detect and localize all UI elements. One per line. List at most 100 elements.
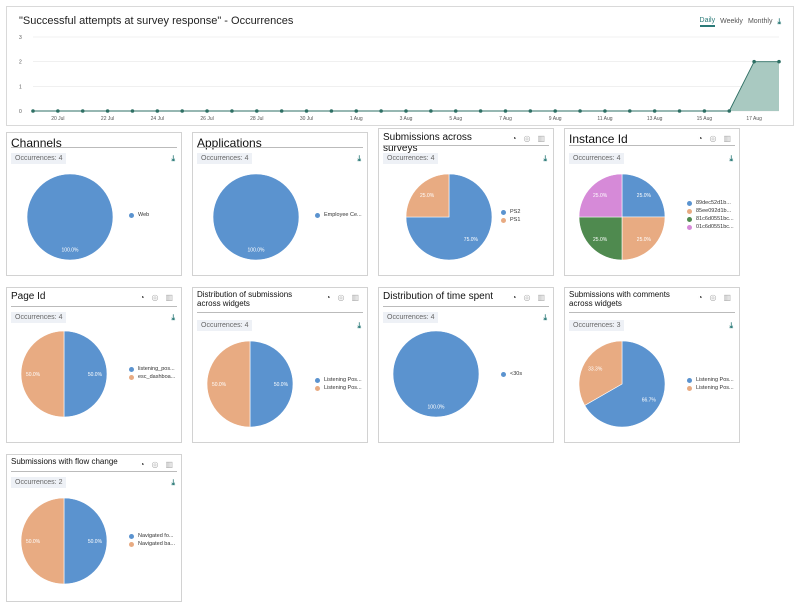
data-point[interactable] (354, 109, 359, 113)
pie-slice[interactable] (212, 173, 300, 261)
data-point[interactable] (105, 109, 110, 113)
bar-chart-icon[interactable]: ▥ (165, 460, 173, 469)
pie-slice[interactable] (206, 340, 251, 428)
legend-item[interactable]: PS2 (501, 208, 520, 216)
data-point[interactable] (279, 109, 284, 113)
data-point[interactable] (652, 109, 657, 113)
legend-item[interactable]: 01c6d0551bc... (687, 223, 734, 231)
legend-item[interactable]: esc_dashboa... (129, 373, 175, 381)
pie-slice[interactable] (578, 216, 623, 261)
pie-slice[interactable] (405, 173, 493, 261)
tab-monthly[interactable]: Monthly (747, 18, 773, 25)
data-point[interactable] (677, 109, 682, 113)
donut-chart-icon[interactable]: ◎ (151, 460, 159, 469)
legend-item[interactable]: <30s (501, 370, 522, 378)
pie-chart-icon[interactable]: ◔ (139, 460, 145, 469)
pie-slice[interactable] (63, 330, 108, 418)
data-point[interactable] (31, 109, 35, 113)
download-icon[interactable]: ⤓ (543, 313, 547, 322)
data-point[interactable] (230, 109, 234, 113)
legend-item[interactable]: 89dec52d1b... (687, 199, 734, 207)
data-point[interactable] (404, 109, 408, 113)
legend-item[interactable]: listening_pos... (129, 365, 175, 373)
data-point[interactable] (503, 109, 508, 113)
data-point[interactable] (603, 109, 607, 113)
tab-weekly[interactable]: Weekly (720, 18, 743, 25)
pie-slice[interactable] (20, 330, 65, 418)
pie-slice[interactable] (621, 173, 666, 218)
data-point[interactable] (727, 109, 732, 113)
tab-daily[interactable]: Daily (699, 17, 716, 27)
legend-item[interactable]: Employee Ce... (315, 211, 362, 219)
pie-chart-icon[interactable]: ◔ (697, 293, 703, 302)
data-point[interactable] (429, 109, 433, 113)
download-icon[interactable]: ⤓ (171, 154, 175, 163)
bar-chart-icon[interactable]: ▥ (165, 293, 173, 302)
download-icon[interactable]: ⤓ (171, 478, 175, 487)
data-point[interactable] (777, 59, 781, 64)
download-icon[interactable]: ⤓ (171, 313, 175, 322)
pie-slice[interactable] (63, 497, 108, 585)
pie-chart-icon[interactable]: ◔ (139, 293, 145, 302)
legend-item[interactable]: 81c6d0551bc... (687, 215, 734, 223)
pie-slice[interactable] (578, 340, 623, 406)
pie-slice[interactable] (578, 173, 623, 218)
legend-item[interactable]: Listening Pos... (687, 376, 734, 384)
pie-chart-icon[interactable]: ◔ (511, 134, 517, 143)
donut-chart-icon[interactable]: ◎ (709, 134, 717, 143)
legend-item[interactable]: Web (129, 211, 149, 219)
legend-item[interactable]: Listening Pos... (315, 376, 362, 384)
pie-slice[interactable] (249, 340, 294, 428)
data-point[interactable] (304, 109, 309, 113)
legend-item[interactable]: Navigated ba... (129, 540, 175, 548)
pie-slice[interactable] (584, 340, 666, 428)
legend-item[interactable]: PS1 (501, 216, 520, 224)
data-point[interactable] (453, 109, 458, 113)
download-icon[interactable]: ⤓ (357, 154, 361, 163)
pie-slice[interactable] (392, 330, 480, 418)
donut-chart-icon[interactable]: ◎ (337, 293, 345, 302)
data-point[interactable] (379, 109, 383, 113)
bar-chart-icon[interactable]: ▥ (537, 293, 545, 302)
data-point[interactable] (255, 109, 259, 113)
data-point[interactable] (180, 109, 184, 113)
donut-chart-icon[interactable]: ◎ (523, 293, 531, 302)
donut-chart-icon[interactable]: ◎ (709, 293, 717, 302)
data-point[interactable] (578, 109, 582, 113)
data-point[interactable] (752, 59, 756, 64)
bar-chart-icon[interactable]: ▥ (723, 293, 731, 302)
legend-item[interactable]: Navigated fo... (129, 532, 175, 540)
pie-chart-icon[interactable]: ◔ (697, 134, 703, 143)
data-point[interactable] (528, 109, 533, 113)
download-icon[interactable]: ⤓ (543, 154, 547, 163)
pie-slice[interactable] (405, 173, 450, 218)
legend-item[interactable]: Listening Pos... (687, 384, 734, 392)
data-point[interactable] (56, 109, 60, 113)
data-point[interactable] (130, 109, 135, 113)
data-point[interactable] (702, 109, 707, 113)
data-point[interactable] (553, 109, 557, 113)
pie-slice[interactable] (20, 497, 65, 585)
pie-chart-icon[interactable]: ◔ (511, 293, 517, 302)
bar-chart-icon[interactable]: ▥ (537, 134, 545, 143)
data-point[interactable] (80, 109, 85, 113)
pie-slice[interactable] (621, 216, 666, 261)
data-point[interactable] (329, 109, 334, 113)
bar-chart-icon[interactable]: ▥ (723, 134, 731, 143)
download-icon[interactable]: ⤓ (777, 17, 781, 26)
data-point[interactable] (628, 109, 632, 113)
download-icon[interactable]: ⤓ (729, 154, 733, 163)
donut-chart-icon[interactable]: ◎ (151, 293, 159, 302)
data-point[interactable] (155, 109, 160, 113)
y-tick-label: 1 (19, 84, 22, 90)
download-icon[interactable]: ⤓ (729, 321, 733, 330)
data-point[interactable] (478, 109, 483, 113)
legend-item[interactable]: Listening Pos... (315, 384, 362, 392)
legend-item[interactable]: 85ee092d1b... (687, 207, 734, 215)
data-point[interactable] (205, 109, 209, 113)
pie-slice[interactable] (26, 173, 114, 261)
bar-chart-icon[interactable]: ▥ (351, 293, 359, 302)
download-icon[interactable]: ⤓ (357, 321, 361, 330)
pie-chart-icon[interactable]: ◔ (325, 293, 331, 302)
donut-chart-icon[interactable]: ◎ (523, 134, 531, 143)
